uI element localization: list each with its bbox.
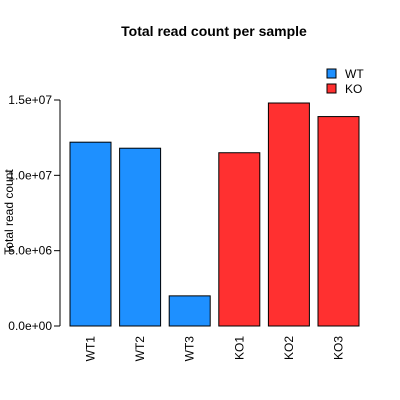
x-tick-label-wt2: WT2: [133, 336, 147, 362]
bars: [69, 102, 360, 327]
x-tick-label-ko3: KO3: [332, 336, 346, 360]
y-axis-label: Total read count: [2, 169, 16, 255]
bar-ko1: [218, 152, 261, 327]
x-tick-label-wt3: WT3: [183, 336, 197, 362]
y-axis: 0.0e+00 5.0e+06 1.0e+07 1.5e+07: [8, 93, 61, 333]
bar-ko3: [317, 116, 360, 327]
legend-swatch-ko: [326, 83, 337, 94]
bar-wt3: [168, 295, 211, 327]
y-tick-label: 1.5e+07: [8, 93, 52, 107]
legend-label-ko: KO: [345, 82, 362, 96]
y-tick-label: 0.0e+00: [8, 319, 52, 333]
chart-title: Total read count per sample: [121, 23, 307, 39]
x-tick-label-wt1: WT1: [84, 336, 98, 362]
bar-wt1: [69, 141, 112, 327]
y-tick-label: 1.0e+07: [8, 168, 52, 182]
bar-ko2: [267, 102, 310, 327]
y-tick-label: 5.0e+06: [8, 244, 52, 258]
x-tick-label-ko2: KO2: [282, 336, 296, 360]
x-tick-label-ko1: KO1: [232, 336, 246, 360]
x-tick-labels: WT1 WT2 WT3 KO1 KO2 KO3: [84, 336, 346, 362]
bar-wt2: [119, 147, 162, 327]
legend-label-wt: WT: [345, 67, 364, 81]
legend-swatch-wt: [326, 68, 337, 79]
